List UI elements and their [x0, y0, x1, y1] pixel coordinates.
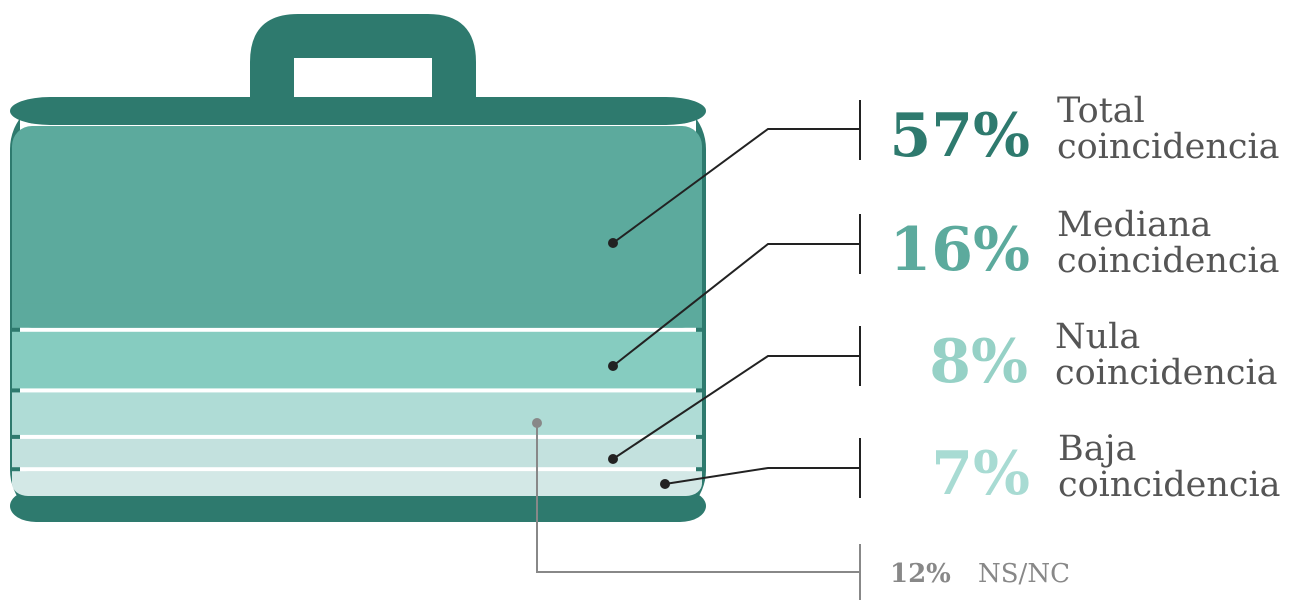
briefcase-handle: [250, 14, 476, 98]
leader-line-mediana: [612, 243, 860, 367]
leader-dot-total: [608, 238, 618, 248]
label-nula: 8% Nula coincidencia: [929, 317, 1277, 397]
segment-nsnc: [12, 392, 702, 435]
value-label-nsnc: 12%: [890, 559, 951, 589]
category-label-nula-line2: coincidencia: [1055, 353, 1278, 393]
value-label-total: 57%: [889, 101, 1030, 171]
leader-dot-nula: [608, 454, 618, 464]
label-total: 57% Total coincidencia: [889, 91, 1279, 171]
label-baja: 7% Baja coincidencia: [931, 429, 1280, 509]
category-label-total-line2: coincidencia: [1057, 127, 1280, 167]
label-mediana: 16% Mediana coincidencia: [889, 205, 1279, 285]
category-label-baja-line2: coincidencia: [1058, 465, 1281, 505]
leader-line-baja: [664, 467, 860, 485]
leader-line-total: [612, 128, 860, 244]
segment-total-fill: [12, 303, 702, 328]
segment-nula: [12, 438, 702, 468]
leader-lines: [532, 100, 861, 600]
value-label-mediana: 16%: [889, 215, 1030, 285]
category-label-mediana-line2: coincidencia: [1057, 241, 1280, 281]
leader-line-nsnc: [536, 423, 860, 573]
category-label-baja-line1: Baja: [1058, 429, 1136, 469]
value-label-baja: 7%: [931, 439, 1030, 509]
category-label-mediana-line1: Mediana: [1057, 205, 1211, 245]
category-label-nula-line1: Nula: [1055, 317, 1140, 357]
label-nsnc: 12% NS/NC: [890, 559, 1070, 589]
leader-dot-baja: [660, 479, 670, 489]
leader-dot-nsnc: [532, 418, 542, 428]
segments: [12, 126, 702, 496]
segment-total: [12, 126, 702, 328]
value-label-nula: 8%: [929, 327, 1028, 397]
briefcase-top-rim: [10, 97, 706, 125]
segment-baja-fill: [12, 471, 702, 484]
briefcase-bottom-rim: [10, 490, 706, 522]
leader-dot-mediana: [608, 361, 618, 371]
leader-line-nula: [612, 355, 860, 460]
segment-mediana: [12, 331, 702, 389]
category-label-nsnc: NS/NC: [978, 559, 1070, 589]
category-label-total-line1: Total: [1057, 91, 1145, 131]
